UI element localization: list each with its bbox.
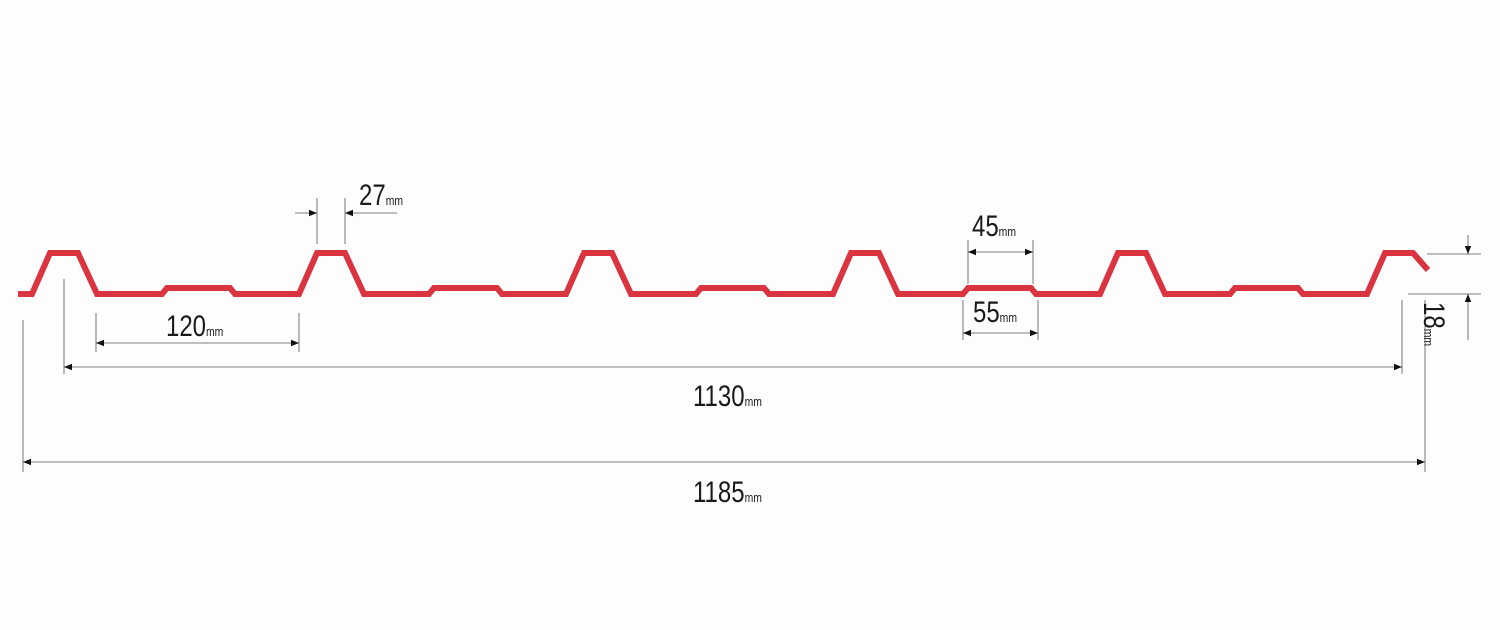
rib-base-value: 55 <box>973 294 1000 328</box>
total-width-unit: mm <box>745 491 762 505</box>
dimension-rib-base: 55mm <box>962 294 1039 340</box>
valley-value: 120 <box>166 308 206 342</box>
effective-width-unit: mm <box>745 395 762 409</box>
svg-text:55mm: 55mm <box>973 294 1017 328</box>
svg-text:1185mm: 1185mm <box>693 474 762 508</box>
rib-top-unit: mm <box>999 225 1016 239</box>
svg-text:27mm: 27mm <box>359 177 403 211</box>
rib-base-unit: mm <box>1000 311 1017 325</box>
effective-width-value: 1130 <box>693 378 745 412</box>
svg-text:1130mm: 1130mm <box>693 378 762 412</box>
rib-top-value: 45 <box>972 208 999 242</box>
dimension-rib-top: 45mm <box>967 208 1034 284</box>
dimension-valley: 120mm <box>95 308 300 352</box>
trapezoidal-sheet-profile <box>18 250 1431 297</box>
crest-top-value: 27 <box>359 177 386 211</box>
svg-text:45mm: 45mm <box>972 208 1016 242</box>
height-value: 18 <box>1417 302 1451 329</box>
dimension-crest-top: 27mm <box>295 177 403 244</box>
crest-top-unit: mm <box>386 194 403 208</box>
svg-text:120mm: 120mm <box>166 308 224 342</box>
total-width-value: 1185 <box>693 474 745 508</box>
dimension-height: 18mm <box>1408 235 1481 346</box>
height-unit: mm <box>1421 329 1435 346</box>
dimension-effective-width: 1130mm <box>63 279 1403 413</box>
svg-text:18mm: 18mm <box>1417 302 1451 346</box>
valley-unit: mm <box>206 325 223 339</box>
dimension-total-width: 1185mm <box>22 300 1426 509</box>
